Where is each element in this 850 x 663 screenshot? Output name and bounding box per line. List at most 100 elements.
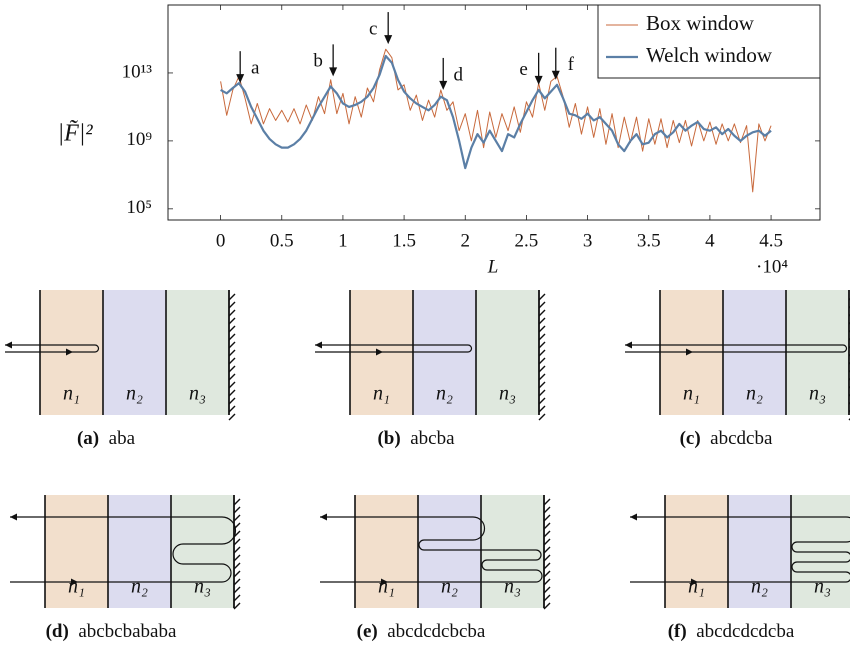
- panel-caption: (c) abcdcba: [680, 428, 773, 449]
- wall-hatch: [543, 522, 551, 530]
- y-tick-label: 10⁵: [126, 197, 152, 218]
- wall-hatch: [538, 413, 546, 421]
- y-tick-label: 10⁹: [126, 129, 152, 150]
- wall-hatch: [538, 317, 546, 325]
- arrow-head: [10, 513, 17, 521]
- y-tick-label: 10¹³: [122, 61, 153, 82]
- wall-hatch: [233, 586, 241, 594]
- panel: n₁ n₂ n₃ (c) abcdcba: [625, 290, 850, 449]
- wall-hatch: [228, 341, 236, 349]
- layer: [45, 495, 108, 608]
- wall-hatch: [538, 381, 546, 389]
- panel-tag: (e): [357, 621, 378, 642]
- layer: [103, 290, 166, 415]
- wall-hatch: [228, 413, 236, 421]
- wall-hatch: [228, 349, 236, 357]
- arrow-head: [5, 341, 12, 349]
- panel-caption-text: abcdcdcbcba: [387, 621, 486, 642]
- layer: [108, 495, 171, 608]
- panel-tag: (c): [680, 428, 701, 449]
- plot-frame: [167, 4, 821, 221]
- panel: n₁ n₂ n₃ (a) aba: [5, 290, 236, 449]
- wall-hatch: [233, 546, 241, 554]
- arrow-head: [534, 75, 543, 85]
- panel-caption-text: abcdcba: [710, 428, 773, 449]
- wall-hatch: [233, 506, 241, 514]
- arrow-head: [329, 67, 338, 77]
- wall-hatch: [228, 357, 236, 365]
- wall-hatch: [233, 514, 241, 522]
- panel-caption-text: abcbcbababa: [78, 621, 177, 642]
- arrow-head: [686, 348, 693, 356]
- layer-label: n₃: [194, 576, 211, 598]
- panel-caption-text: abcdcdcdcba: [696, 621, 795, 642]
- panel-caption: (a) aba: [77, 428, 136, 449]
- x-axis-multiplier: ·10⁴: [756, 256, 788, 277]
- layer-label: n₃: [189, 383, 206, 405]
- wall-hatch: [233, 498, 241, 506]
- wall-hatch: [543, 554, 551, 562]
- x-tick-label: 1.5: [392, 230, 416, 251]
- layer-label: n₂: [436, 383, 453, 405]
- arrow-head: [625, 341, 632, 349]
- wall-hatch: [543, 498, 551, 506]
- wall-hatch: [228, 301, 236, 309]
- arrow-head: [376, 348, 383, 356]
- wall-hatch: [543, 562, 551, 570]
- wall-hatch: [538, 357, 546, 365]
- legend-box: [597, 4, 821, 79]
- ray: [630, 513, 850, 586]
- annotation-label: e: [519, 59, 527, 80]
- y-axis-label: |F̃|²: [57, 120, 93, 147]
- wall-hatch: [538, 389, 546, 397]
- layer-label: n₂: [441, 576, 458, 598]
- ray: [5, 341, 100, 356]
- x-tick-label: 2.5: [515, 230, 539, 251]
- panel-tag: (a): [77, 428, 99, 449]
- wall-hatch: [228, 389, 236, 397]
- layer: [171, 495, 234, 608]
- layer: [481, 495, 544, 608]
- layer: [166, 290, 229, 415]
- annotation-label: c: [369, 18, 377, 39]
- annotation-label: f: [568, 54, 575, 75]
- wall-hatch: [538, 325, 546, 333]
- x-tick-label: 1: [338, 230, 348, 251]
- x-tick-label: 0.5: [270, 230, 294, 251]
- arrow-head: [691, 578, 698, 586]
- wall-hatch: [228, 333, 236, 341]
- panel-tag: (b): [377, 428, 400, 449]
- ray-path: [315, 344, 473, 353]
- wall-hatch: [228, 317, 236, 325]
- legend-label: Welch window: [646, 43, 773, 67]
- wall-hatch: [538, 397, 546, 405]
- panel-caption: (b) abcba: [377, 428, 455, 449]
- wall-hatch: [538, 405, 546, 413]
- layer: [355, 495, 418, 608]
- wall-hatch: [538, 309, 546, 317]
- layer-label: n₃: [504, 576, 521, 598]
- ray: [625, 341, 848, 356]
- wall-hatch: [228, 365, 236, 373]
- wall-hatch: [543, 546, 551, 554]
- wall-hatch: [228, 325, 236, 333]
- ray-path: [320, 516, 543, 583]
- layer: [728, 495, 791, 608]
- panel-tag: (f): [668, 621, 687, 642]
- layer-label: n₂: [126, 383, 143, 405]
- annotation-label: d: [453, 64, 463, 85]
- ray-path: [630, 516, 850, 583]
- panel-caption-text: abcba: [410, 428, 455, 449]
- ray: [10, 513, 237, 586]
- x-tick-label: 4.5: [759, 230, 783, 251]
- wall-hatch: [543, 578, 551, 586]
- layer-label: n₁: [63, 383, 80, 405]
- arrow-head: [384, 35, 393, 45]
- wall-hatch: [233, 578, 241, 586]
- wall-hatch: [538, 373, 546, 381]
- wall-hatch: [538, 293, 546, 301]
- panel-caption: (e) abcdcdcbcba: [357, 621, 486, 642]
- arrow-head: [439, 80, 448, 90]
- wall-hatch: [233, 594, 241, 602]
